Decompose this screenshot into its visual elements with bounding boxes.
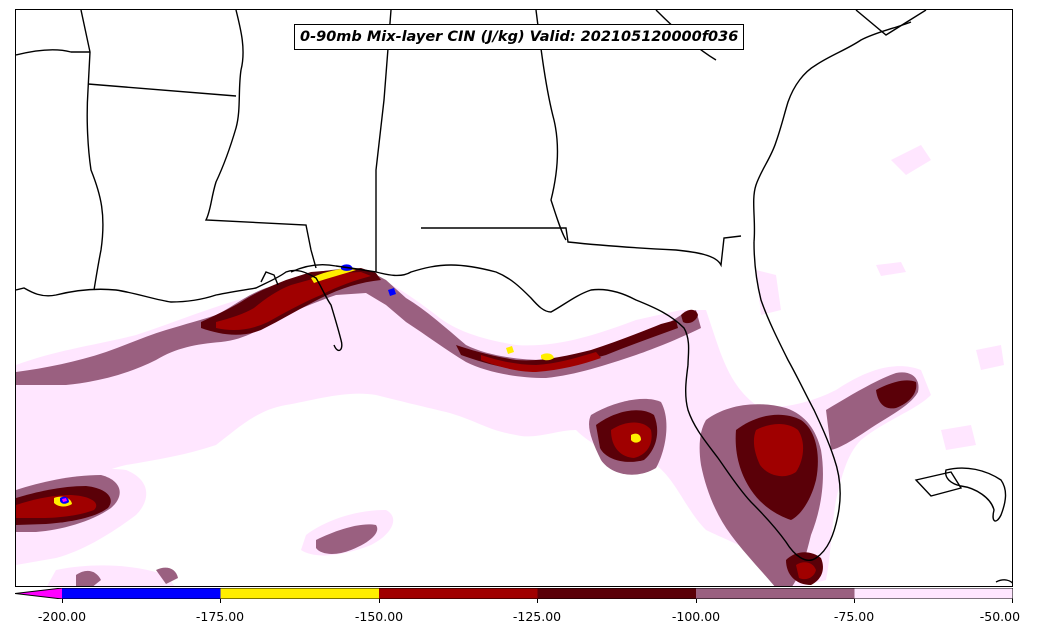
colorbar-tick-label: -200.00 [37,609,87,624]
colorbar-tick-label: -150.00 [354,609,404,624]
colorbar-segment-light [854,588,1013,599]
colorbar-segment-red [379,588,538,599]
colorbar-tick-label: -75.00 [833,609,875,624]
colorbar-arrow-low [15,588,62,599]
colorbar-tick-mark [62,599,63,603]
map-boundaries [16,10,1012,584]
colorbar-tick-label: -50.00 [979,609,1021,624]
colorbar-tick-mark [220,599,221,603]
colorbar-tick-mark [854,599,855,603]
colorbar-tick-label: -125.00 [512,609,562,624]
map-title: 0-90mb Mix-layer CIN (J/kg) Valid: 20210… [294,24,745,50]
cin-red-regions [16,272,816,580]
colorbar-tick-mark [379,599,380,603]
colorbar-tick-mark [696,599,697,603]
map-panel: 0-90mb Mix-layer CIN (J/kg) Valid: 20210… [15,9,1013,587]
colorbar-segment-yellow [220,588,379,599]
colorbar-tick-label: -100.00 [671,609,721,624]
colorbar-segment-blue [62,588,221,599]
colorbar-segment-mauve [696,588,855,599]
colorbar-tick-label: -175.00 [195,609,245,624]
colorbar-outline [15,588,1013,599]
colorbar [15,588,1013,599]
colorbar-tick-mark [1012,599,1013,603]
colorbar-tick-mark [537,599,538,603]
colorbar-segment-dark [537,588,696,599]
cin-magenta-spots [62,498,67,502]
cin-map [16,10,1012,586]
